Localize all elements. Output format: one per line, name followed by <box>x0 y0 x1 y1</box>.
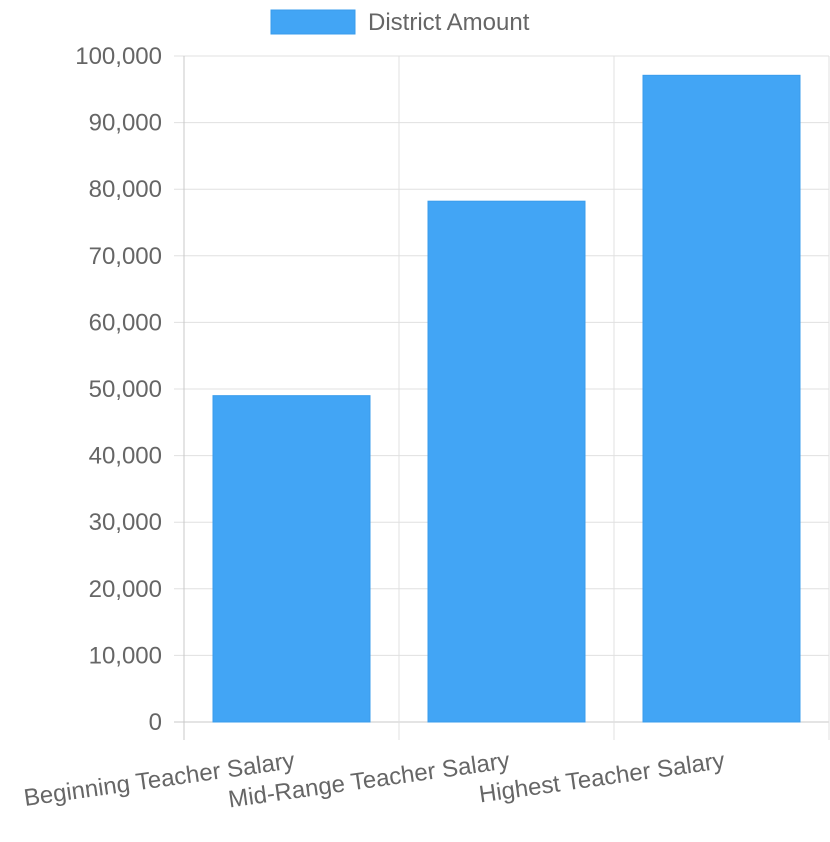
y-tick-label: 0 <box>149 709 162 736</box>
y-tick-label: 60,000 <box>89 309 162 336</box>
y-tick-label: 30,000 <box>89 509 162 536</box>
y-tick-label: 80,000 <box>89 176 162 203</box>
y-tick-label: 70,000 <box>89 243 162 270</box>
y-tick-label: 10,000 <box>89 642 162 669</box>
bars <box>212 74 801 723</box>
y-tick-label: 100,000 <box>75 43 162 70</box>
legend: District Amount <box>270 9 530 36</box>
y-axis-ticks: 0 10,000 20,000 30,000 40,000 50,000 60,000 70,… <box>75 43 162 736</box>
bar <box>212 395 371 723</box>
legend-swatch <box>270 9 356 35</box>
y-tick-label: 50,000 <box>89 376 162 403</box>
y-tick-label: 90,000 <box>89 110 162 137</box>
legend-label: District Amount <box>368 9 530 36</box>
x-tick-label: Highest Teacher Salary <box>477 747 726 808</box>
bar <box>642 74 801 723</box>
y-tick-label: 20,000 <box>89 576 162 603</box>
y-tick-label: 40,000 <box>89 443 162 470</box>
bar <box>427 200 586 723</box>
